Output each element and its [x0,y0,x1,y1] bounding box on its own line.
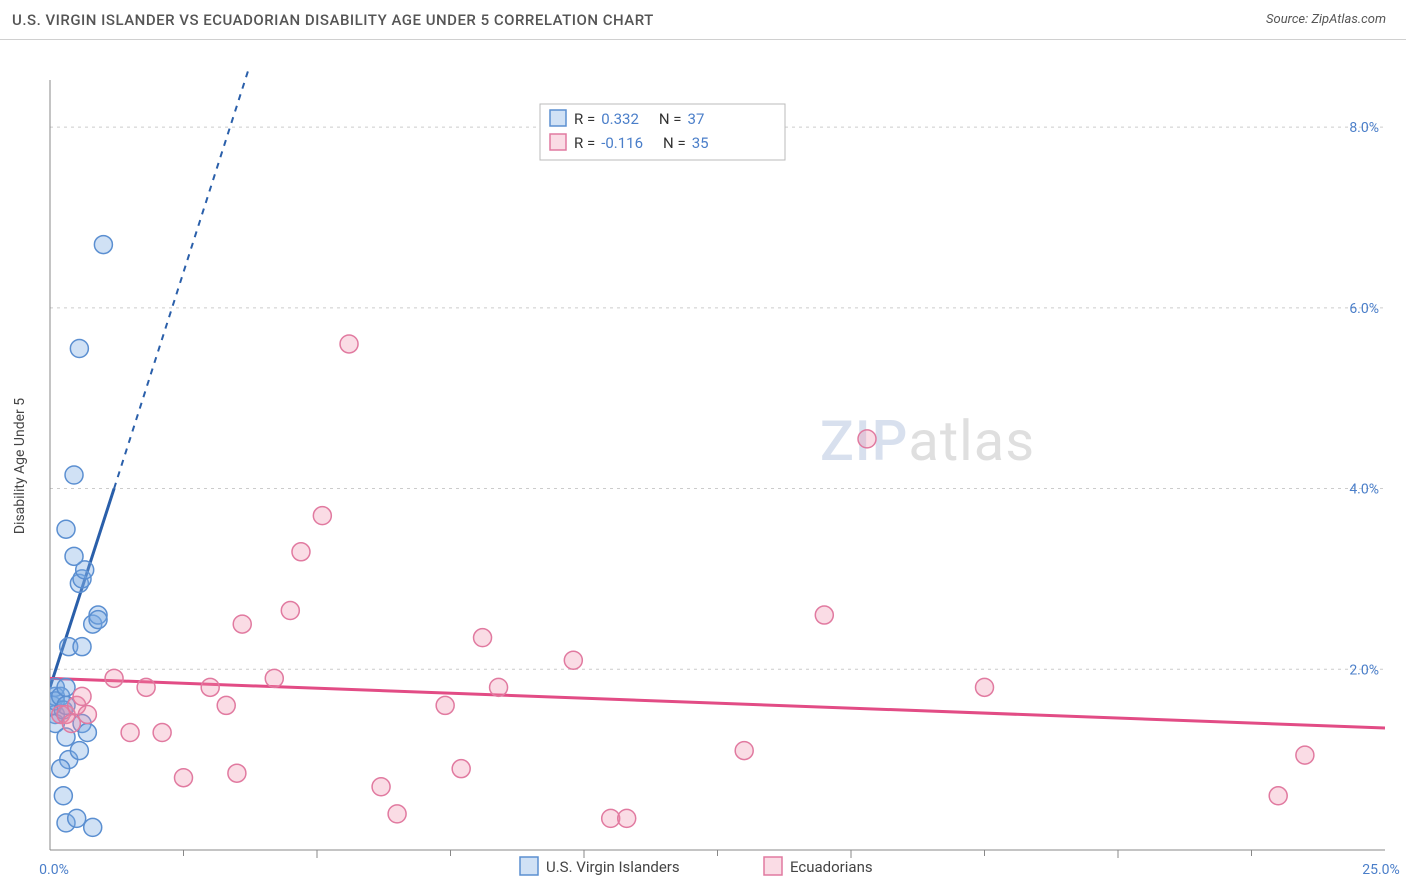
data-point [94,236,112,254]
data-point [281,602,299,620]
data-point [618,809,636,827]
data-point [292,543,310,561]
data-point [228,764,246,782]
data-point [372,778,390,796]
data-point [1296,746,1314,764]
data-point [57,520,75,538]
data-point [68,809,86,827]
watermark: ZIPatlas [820,408,1035,474]
legend-swatch [764,857,782,875]
data-point [175,769,193,787]
data-point [65,466,83,484]
data-point [564,651,582,669]
data-point [436,696,454,714]
legend-label: Ecuadorians [790,858,873,876]
data-point [233,615,251,633]
source-name: ZipAtlas.com [1311,12,1386,27]
data-point [52,760,70,778]
data-point [815,606,833,624]
trend-line [50,678,1385,728]
chart-title: U.S. VIRGIN ISLANDER VS ECUADORIAN DISAB… [12,11,654,29]
data-point [217,696,235,714]
data-point [735,742,753,760]
data-point [62,714,80,732]
data-point [976,678,994,696]
y-tick-label: 8.0% [1349,120,1379,136]
data-point [474,629,492,647]
legend-swatch [520,857,538,875]
data-point [137,678,155,696]
data-point [340,335,358,353]
legend-label: U.S. Virgin Islanders [546,858,680,876]
data-point [388,805,406,823]
data-point [858,430,876,448]
y-axis-label: Disability Age Under 5 [12,398,28,534]
legend-swatch [550,134,566,150]
data-point [490,678,508,696]
x-end-label: 25.0% [1362,862,1400,878]
source-prefix: Source: [1266,12,1311,27]
data-point [1269,787,1287,805]
data-point [201,678,219,696]
data-point [70,742,88,760]
y-tick-label: 2.0% [1349,662,1379,678]
data-point [105,669,123,687]
data-point [78,705,96,723]
data-point [153,724,171,742]
data-point [265,669,283,687]
y-tick-label: 6.0% [1349,301,1379,317]
trend-line-dash [114,40,317,489]
data-point [65,547,83,565]
data-point [84,818,102,836]
source-attrib: Source: ZipAtlas.com [1266,12,1386,27]
scatter-plot: 2.0%4.0%6.0%8.0%0.0%25.0%ZIPatlasR =0.33… [0,40,1406,892]
data-point [73,638,91,656]
y-tick-label: 4.0% [1349,482,1379,498]
legend-swatch [550,110,566,126]
data-point [89,611,107,629]
data-point [452,760,470,778]
data-point [121,724,139,742]
data-point [78,724,96,742]
data-point [54,787,72,805]
data-point [73,687,91,705]
data-point [313,507,331,525]
x-start-label: 0.0% [39,862,69,878]
data-point [57,678,75,696]
data-point [70,339,88,357]
